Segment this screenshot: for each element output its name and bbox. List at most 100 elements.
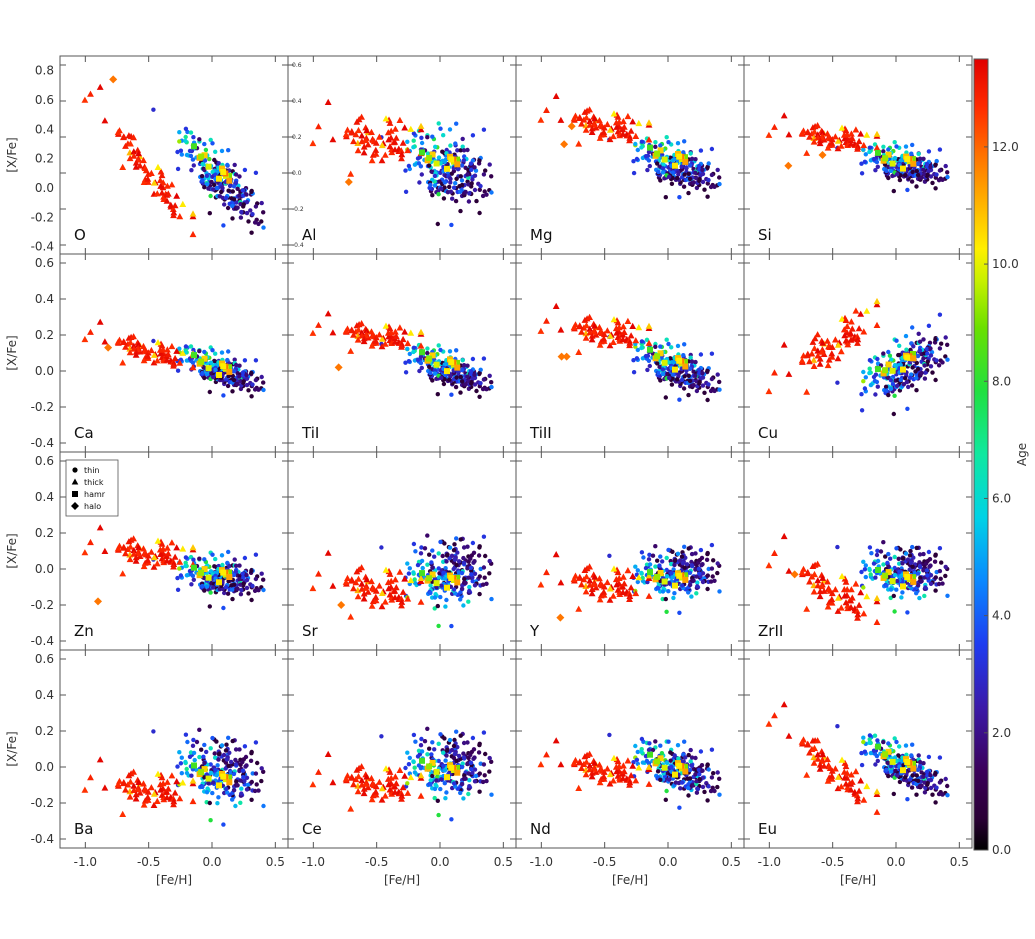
thin-point [210,169,215,175]
thin-point [459,764,465,770]
thick-point [606,770,614,778]
thick-point [824,130,831,137]
thin-point [252,588,258,593]
thin-point [239,587,244,593]
thick-point [803,388,811,395]
thick-point [834,594,842,601]
thin-point [666,140,671,145]
hamr-point [657,570,664,576]
thin-point [459,586,465,591]
thin-point [454,729,459,734]
panel-frame [743,55,973,255]
thin-point [914,168,919,174]
thin-point [444,147,449,153]
x-tick-label: -1.0 [530,855,553,869]
hamr-point [875,149,881,156]
x-tick-label: -0.5 [137,855,160,869]
thin-point [231,184,237,189]
thin-point [432,371,438,376]
thick-point [127,778,134,785]
thick-point [398,792,406,799]
thin-point [227,563,232,569]
thin-point [454,562,459,568]
thin-point [432,183,438,188]
thin-point [253,377,259,383]
thin-point [909,785,915,790]
thin-point [246,591,251,596]
thick-point [381,151,389,158]
hamr-point [419,757,425,764]
thick-point [588,585,596,592]
thick-point [588,336,596,343]
x-tick-label: 0.0 [658,855,677,869]
thin-point [892,393,897,398]
thick-point [613,329,621,336]
thin-point [712,388,717,394]
thick-point [575,140,583,147]
thin-point [658,743,663,748]
thin-point [686,793,691,798]
y-tick-label: 0.2 [35,152,54,166]
thick-point [324,750,332,757]
thin-point [443,566,448,571]
thick-point [417,126,425,133]
panel-frame [287,253,517,453]
thin-point [432,747,437,752]
thin-point [682,342,687,347]
thin-point [215,801,220,806]
thick-point [398,155,405,162]
thick-point [624,567,632,574]
thin-point [643,154,649,159]
thin-point [656,169,661,175]
thin-point [683,755,688,760]
thin-point [687,767,693,773]
thin-point [481,377,487,382]
thick-point [612,575,620,583]
thin-point [861,147,866,152]
thin-point [484,581,489,586]
thin-point [658,178,663,183]
panel-zrii: ZrII [743,451,973,651]
thin-point [403,765,408,771]
thin-point [465,566,470,571]
thin-point [231,788,237,793]
thin-point [238,778,243,783]
thin-point [226,148,231,153]
thin-point [259,200,264,206]
thin-point [481,127,487,132]
thin-point [223,766,228,771]
thin-point [658,554,663,559]
thin-point [252,220,258,225]
thin-point [407,351,412,357]
thin-point [911,344,916,349]
hamr-point [198,153,205,160]
thin-point [924,161,930,167]
thin-point [712,184,717,189]
thin-point [664,760,670,766]
thin-point [439,186,444,191]
thin-point [184,358,190,363]
thin-point [454,375,459,380]
thin-point [915,353,921,359]
halo-point [344,178,353,186]
thick-point [392,332,400,340]
thick-point [392,773,399,780]
thin-point [454,536,459,541]
thin-point [872,733,878,738]
thin-point [242,778,247,784]
thick-point [552,737,560,744]
hamr-point [448,156,455,163]
thin-point [907,553,913,558]
thin-point [888,587,894,592]
thick-point [119,163,127,170]
thin-point [435,798,440,803]
thin-point [200,370,205,376]
thin-point [228,759,234,765]
thin-point [253,576,259,582]
thin-point [244,577,250,583]
thick-point [854,614,861,621]
thin-point [430,134,435,139]
thin-point [459,379,465,384]
panel-frame [515,253,745,453]
thick-point [581,108,589,115]
